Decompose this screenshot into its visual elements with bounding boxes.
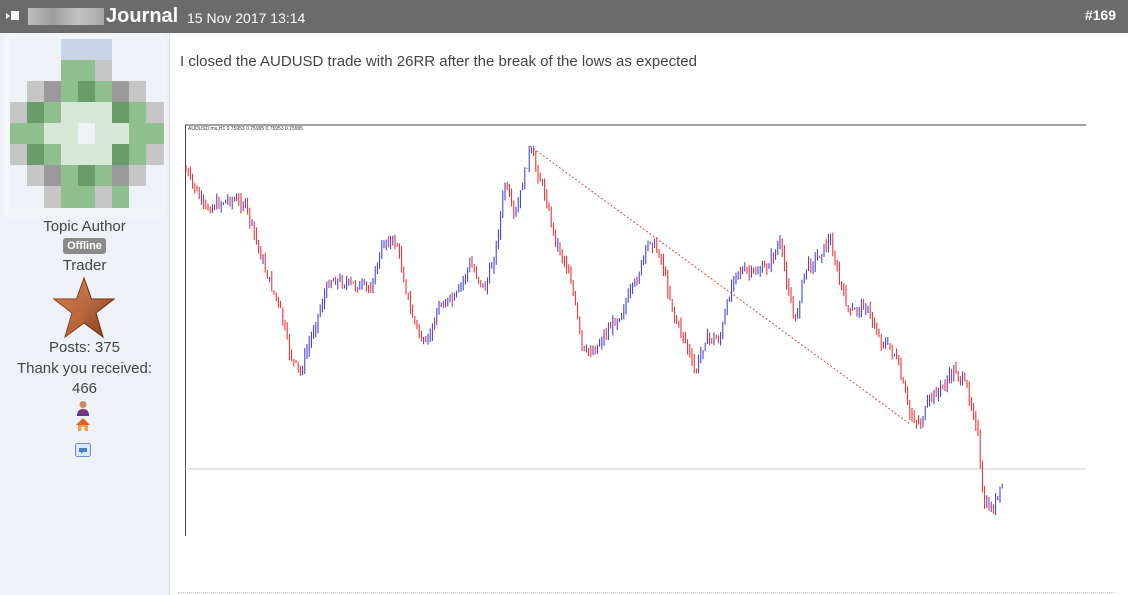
author-sidebar: Topic Author Offline Trader Posts: 375 T… (0, 33, 170, 595)
thanks-count: 466 (71, 380, 98, 397)
chart-symbol-label: AUDUSD.mu,H1 0.75953 0.75995 0.75953 0.7… (188, 126, 304, 132)
rank-star-icon (53, 277, 115, 339)
post-header-bar: Journal 15 Nov 2017 13:14 #169 (0, 0, 1128, 33)
avatar[interactable] (4, 35, 165, 217)
audusd-chart-image (185, 124, 1086, 536)
trendline (529, 145, 911, 425)
blurred-username (28, 8, 104, 25)
author-rank: Trader (62, 257, 107, 274)
message-icon[interactable] (75, 443, 91, 457)
post-date: 15 Nov 2017 13:14 (187, 10, 306, 26)
thanks-label: Thank you received: (16, 360, 153, 377)
collapse-icon[interactable] (6, 11, 19, 21)
post-number-link[interactable]: #169 (1084, 7, 1116, 23)
author-posts: Posts: 375 (49, 339, 120, 356)
author-role: Topic Author (43, 218, 126, 235)
user-profile-icon[interactable] (76, 400, 90, 416)
status-badge: Offline (63, 238, 106, 254)
post-divider (178, 592, 1114, 593)
home-icon[interactable] (75, 417, 91, 432)
post-text: I closed the AUDUSD trade with 26RR afte… (180, 53, 697, 70)
topic-title[interactable]: Journal (106, 5, 179, 27)
